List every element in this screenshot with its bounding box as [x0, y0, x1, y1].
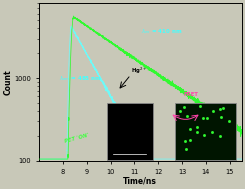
Text: FRET: FRET [183, 92, 198, 98]
Bar [107, 103, 153, 160]
Y-axis label: Count: Count [3, 69, 12, 95]
Text: $\lambda_{ex}$ = 410 nm: $\lambda_{ex}$ = 410 nm [142, 27, 183, 36]
Text: Hg$^{2+}$: Hg$^{2+}$ [132, 66, 147, 76]
Text: $\lambda_{em}$ = 485 nm: $\lambda_{em}$ = 485 nm [59, 74, 102, 83]
X-axis label: Time/ns: Time/ns [123, 177, 157, 186]
Text: PET 'ON': PET 'ON' [64, 132, 90, 144]
Bar [175, 103, 236, 160]
